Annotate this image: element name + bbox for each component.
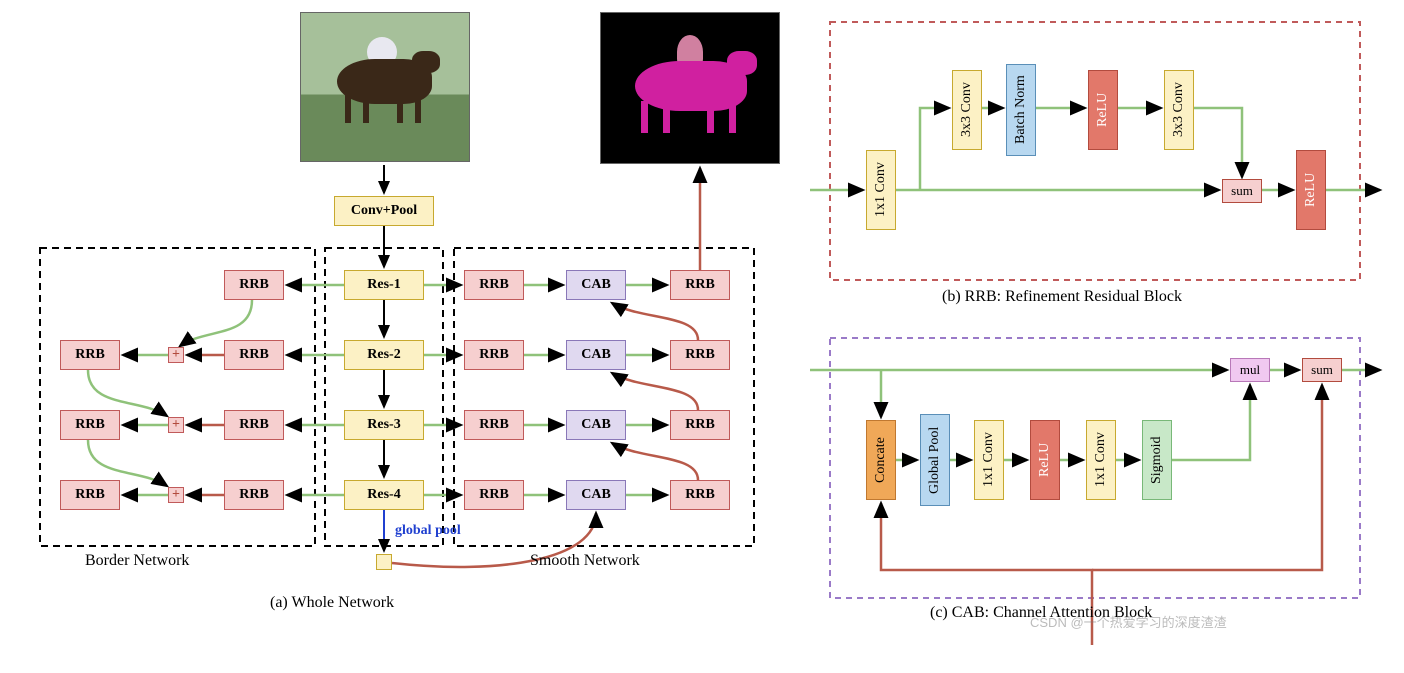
- caption-b: (b) RRB: Refinement Residual Block: [942, 288, 1182, 306]
- cab-2: CAB: [566, 340, 626, 370]
- rrb-smooth-a-3: RRB: [464, 410, 524, 440]
- rrb-smooth-a-1: RRB: [464, 270, 524, 300]
- globalpool-box: [376, 554, 392, 570]
- cab-4: CAB: [566, 480, 626, 510]
- cab-mul: mul: [1230, 358, 1270, 382]
- plus-node-1: +: [168, 347, 184, 363]
- plus-node-2: +: [168, 417, 184, 433]
- res2-block: Res-2: [344, 340, 424, 370]
- rrb-smooth-b-2: RRB: [670, 340, 730, 370]
- cab-1: CAB: [566, 270, 626, 300]
- rrb-batchnorm: Batch Norm: [1006, 64, 1036, 156]
- plus-node-3: +: [168, 487, 184, 503]
- rrb-3x3conv-b: 3x3 Conv: [1164, 70, 1194, 150]
- cab-relu: ReLU: [1030, 420, 1060, 500]
- rrb-smooth-b-4: RRB: [670, 480, 730, 510]
- rrb-relu-a: ReLU: [1088, 70, 1118, 150]
- rrb-border-inner-2: RRB: [224, 340, 284, 370]
- rrb-smooth-b-1: RRB: [670, 270, 730, 300]
- cab-globalpool: Global Pool: [920, 414, 950, 506]
- rrb-border-outer-2: RRB: [60, 410, 120, 440]
- smooth-network-label: Smooth Network: [530, 552, 640, 570]
- watermark: CSDN @一个热爱学习的深度渣渣: [1030, 612, 1227, 631]
- cab-sum: sum: [1302, 358, 1342, 382]
- convpool-block: Conv+Pool: [334, 196, 434, 226]
- res4-block: Res-4: [344, 480, 424, 510]
- res3-block: Res-3: [344, 410, 424, 440]
- input-image: [300, 12, 470, 162]
- rrb-border-inner-4: RRB: [224, 480, 284, 510]
- cab-concate: Concate: [866, 420, 896, 500]
- rrb-dashed: [830, 22, 1360, 280]
- caption-a: (a) Whole Network: [270, 594, 394, 612]
- rrb-border-outer-1: RRB: [60, 340, 120, 370]
- border-network-label: Border Network: [85, 552, 189, 570]
- output-image: [600, 12, 780, 164]
- cab-1x1conv-b: 1x1 Conv: [1086, 420, 1116, 500]
- globalpool-label: global pool: [395, 523, 461, 539]
- cab-1x1conv-a: 1x1 Conv: [974, 420, 1004, 500]
- cab-3: CAB: [566, 410, 626, 440]
- rrb-smooth-b-3: RRB: [670, 410, 730, 440]
- rrb-smooth-a-2: RRB: [464, 340, 524, 370]
- rrb-border-outer-3: RRB: [60, 480, 120, 510]
- rrb-smooth-a-4: RRB: [464, 480, 524, 510]
- rrb-relu-b: ReLU: [1296, 150, 1326, 230]
- rrb-border-inner-3: RRB: [224, 410, 284, 440]
- cab-sigmoid: Sigmoid: [1142, 420, 1172, 500]
- rrb-sum: sum: [1222, 179, 1262, 203]
- rrb-3x3conv-a: 3x3 Conv: [952, 70, 982, 150]
- rrb-border-inner-1: RRB: [224, 270, 284, 300]
- rrb-1x1conv: 1x1 Conv: [866, 150, 896, 230]
- res1-block: Res-1: [344, 270, 424, 300]
